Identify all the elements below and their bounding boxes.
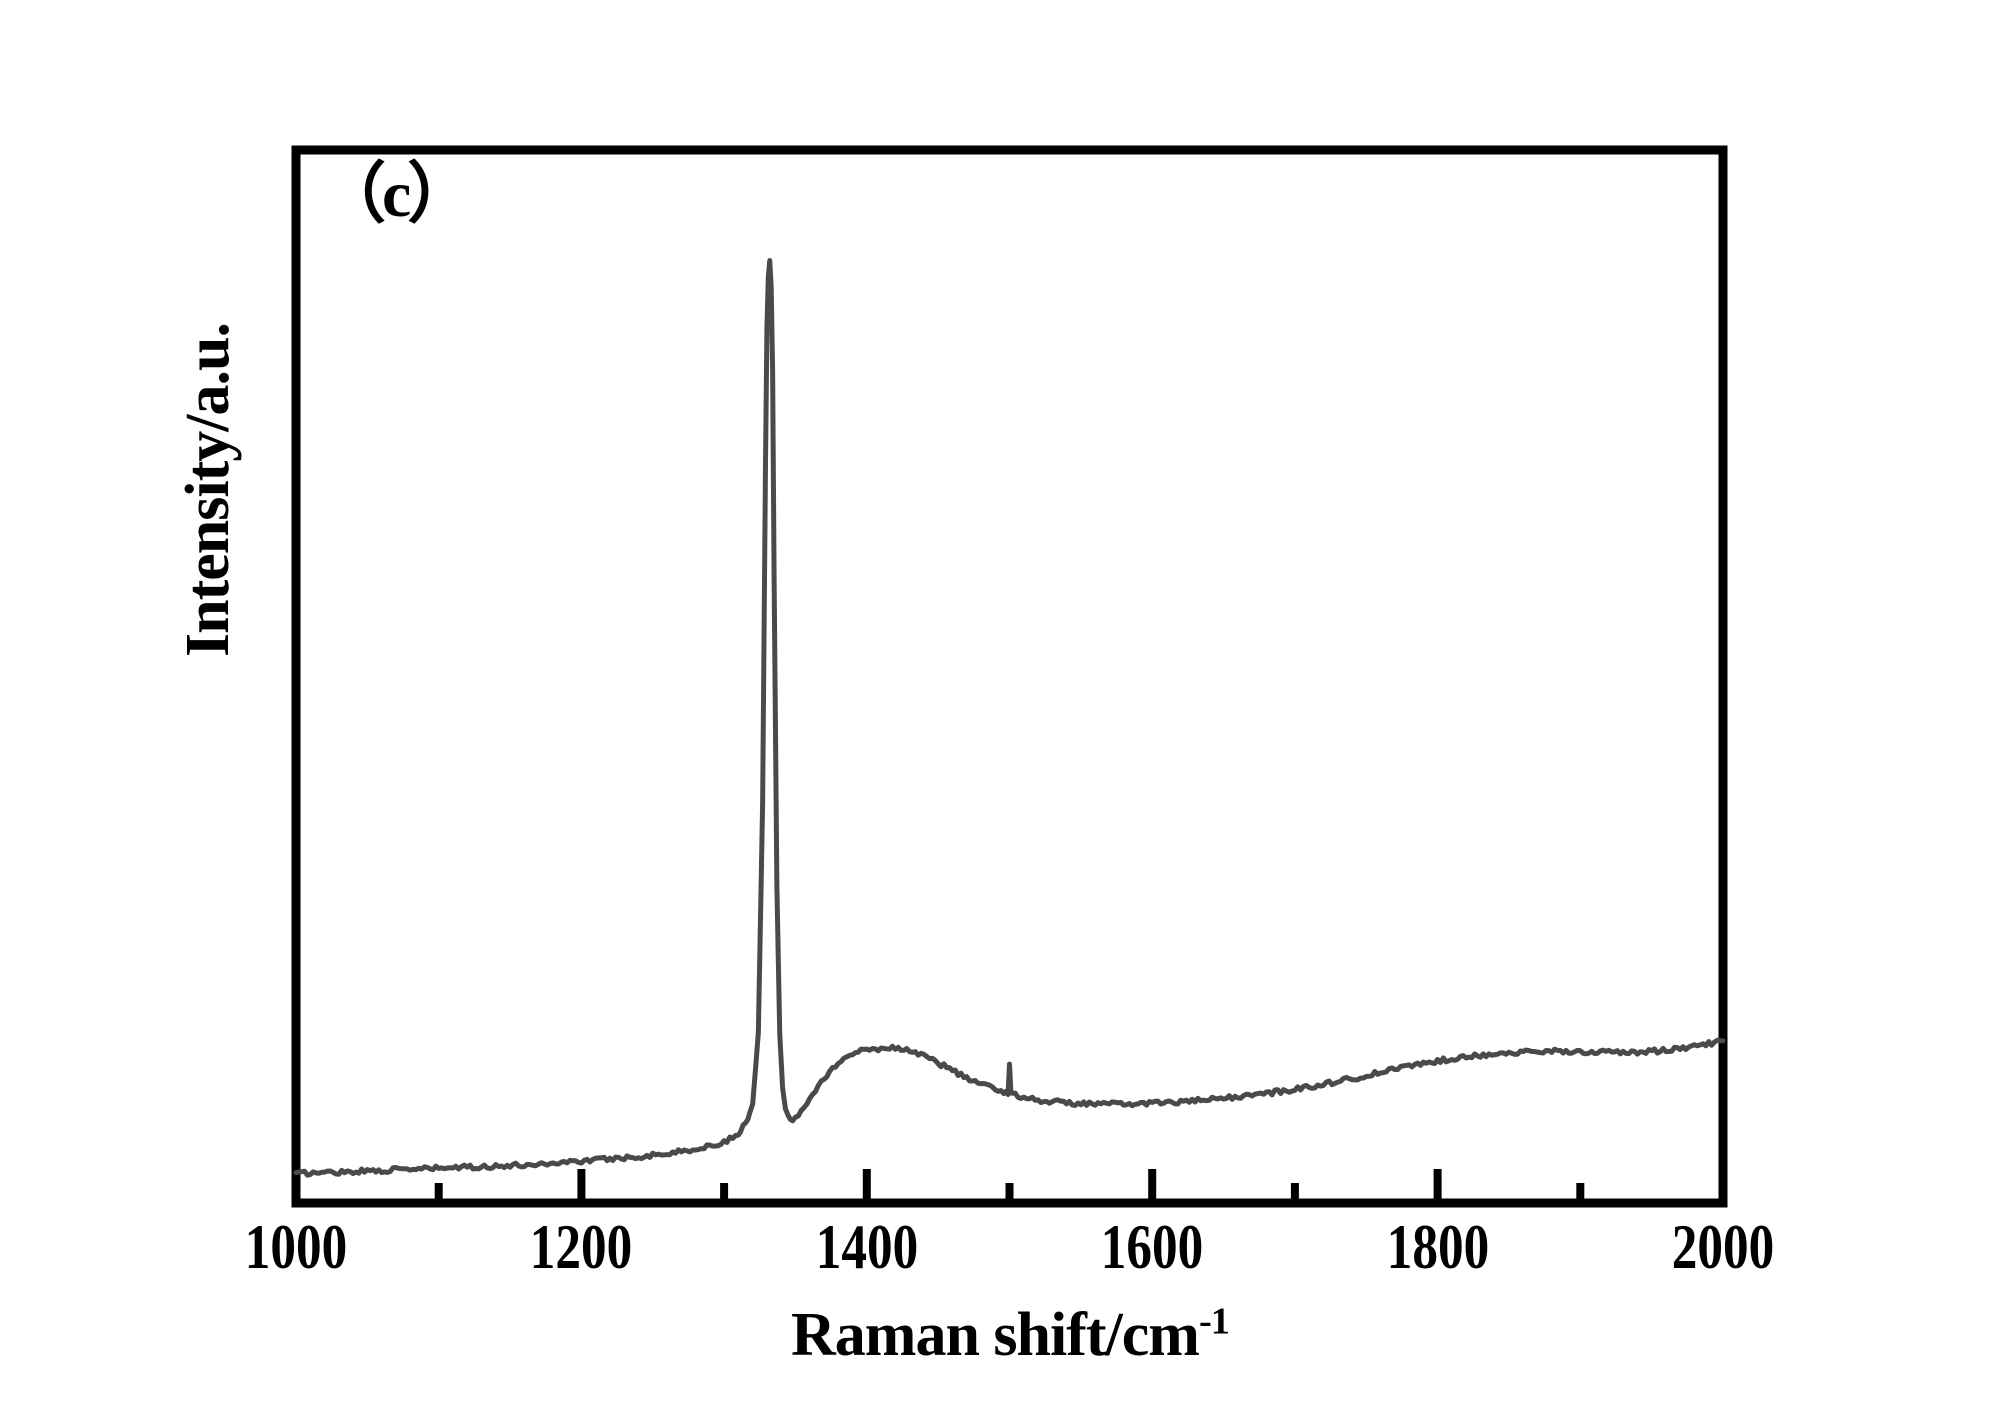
x-axis-title-text: Raman shift/cm xyxy=(791,1301,1200,1369)
x-axis-ticks xyxy=(292,1169,1727,1203)
panel-label: （c） xyxy=(320,158,473,231)
plot-frame xyxy=(291,145,1728,1208)
x-tick-label: 1600 xyxy=(1100,1211,1204,1282)
x-axis-title: Raman shift/cm-1 xyxy=(296,1300,1724,1371)
spectrum-curve xyxy=(293,258,1726,1178)
x-tick-label: 2000 xyxy=(1671,1211,1775,1282)
x-axis-title-superscript: -1 xyxy=(1198,1300,1230,1343)
x-tick-label: 1400 xyxy=(815,1211,918,1282)
x-tick-label: 1200 xyxy=(530,1211,633,1282)
x-tick-label: 1000 xyxy=(244,1211,348,1282)
x-tick-label: 1800 xyxy=(1386,1211,1489,1282)
